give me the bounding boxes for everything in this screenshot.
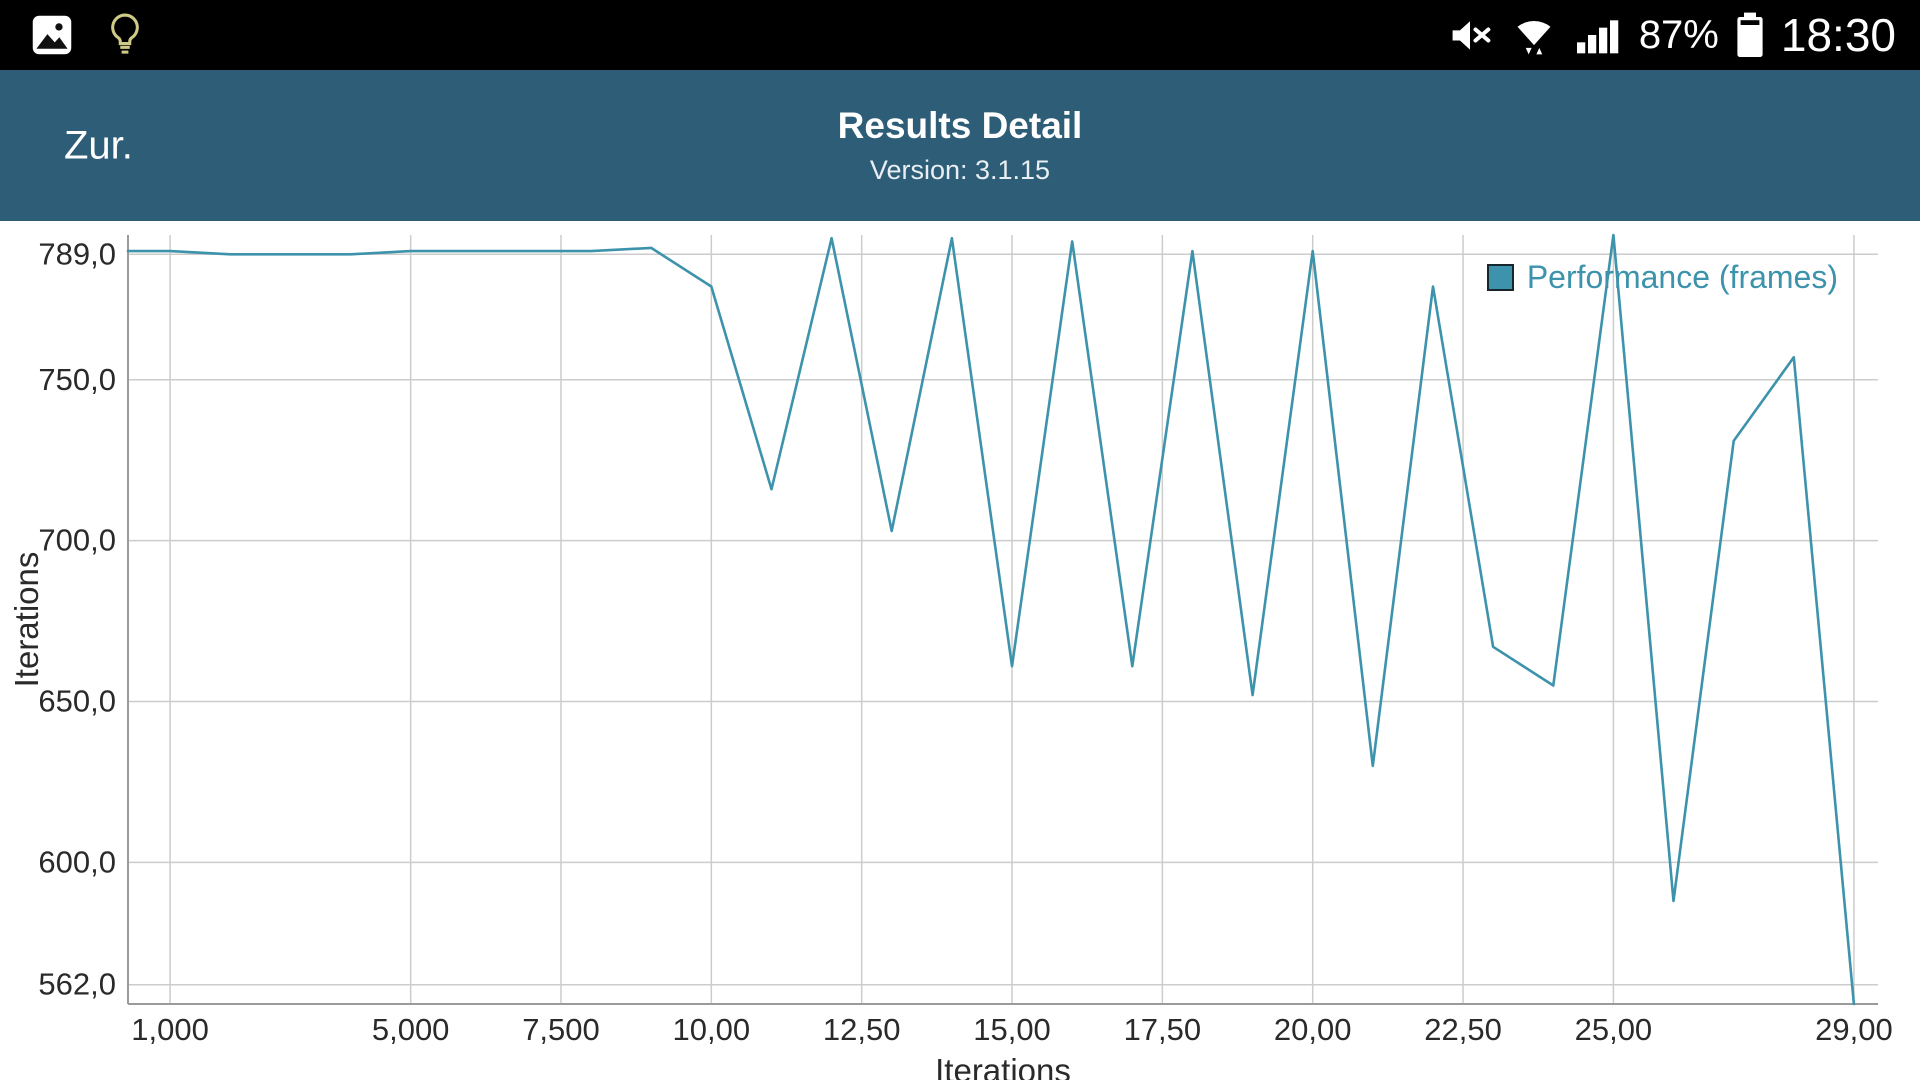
battery-icon [1735,11,1765,59]
x-axis-title: Iterations [935,1052,1071,1080]
wifi-icon [1509,13,1559,57]
x-tick-label: 15,00 [973,1012,1051,1047]
x-tick-label: 17,50 [1124,1012,1202,1047]
mute-vibrate-icon [1447,13,1493,57]
x-tick-label: 10,00 [673,1012,751,1047]
y-tick-label: 789,0 [38,236,116,271]
page-subtitle: Version: 3.1.15 [869,155,1051,185]
performance-chart: 1,000 5,000 7,500 10,00 12,50 15,00 17,50 20,00… [0,221,1920,1080]
performance-line [126,233,1856,1006]
gallery-icon [30,13,74,57]
chart-legend: Performance (frames) [1486,259,1838,296]
clock: 18:30 [1780,9,1896,61]
app-header: Zur. Results Detail Version: 3.1.15 [0,70,1920,221]
x-tick-label: 29,00 [1815,1012,1893,1047]
legend-swatch-icon [1486,264,1514,291]
y-tick-label: 600,0 [38,844,116,879]
legend-label: Performance (frames) [1526,259,1838,295]
signal-strength-icon [1575,13,1623,57]
x-tick-label: 1,000 [131,1012,209,1047]
header-center: Results Detail Version: 3.1.15 [0,70,1920,221]
status-bar: 87% 18:30 [0,0,1920,70]
y-tick-label: 700,0 [38,523,116,558]
status-bar-left [0,12,144,58]
y-tick-label: 562,0 [38,967,116,1002]
chart-canvas: 1,000 5,000 7,500 10,00 12,50 15,00 17,50 20,00… [8,233,1893,1080]
page-title: Results Detail [837,105,1083,146]
y-tick-label: 750,0 [38,362,116,397]
x-tick-label: 22,50 [1424,1012,1502,1047]
lightbulb-icon [106,12,144,58]
y-axis-title: Iterations [8,552,45,688]
x-tick-label: 25,00 [1575,1012,1653,1047]
x-tick-label: 5,000 [372,1012,450,1047]
y-tick-label: 650,0 [38,684,116,719]
x-tick-label: 12,50 [823,1012,901,1047]
back-button[interactable]: Zur. [64,123,133,167]
x-tick-label: 7,500 [522,1012,600,1047]
x-tick-label: 20,00 [1274,1012,1352,1047]
battery-percent: 87% [1638,13,1719,57]
status-bar-right: 87% 18:30 [1447,0,1920,70]
